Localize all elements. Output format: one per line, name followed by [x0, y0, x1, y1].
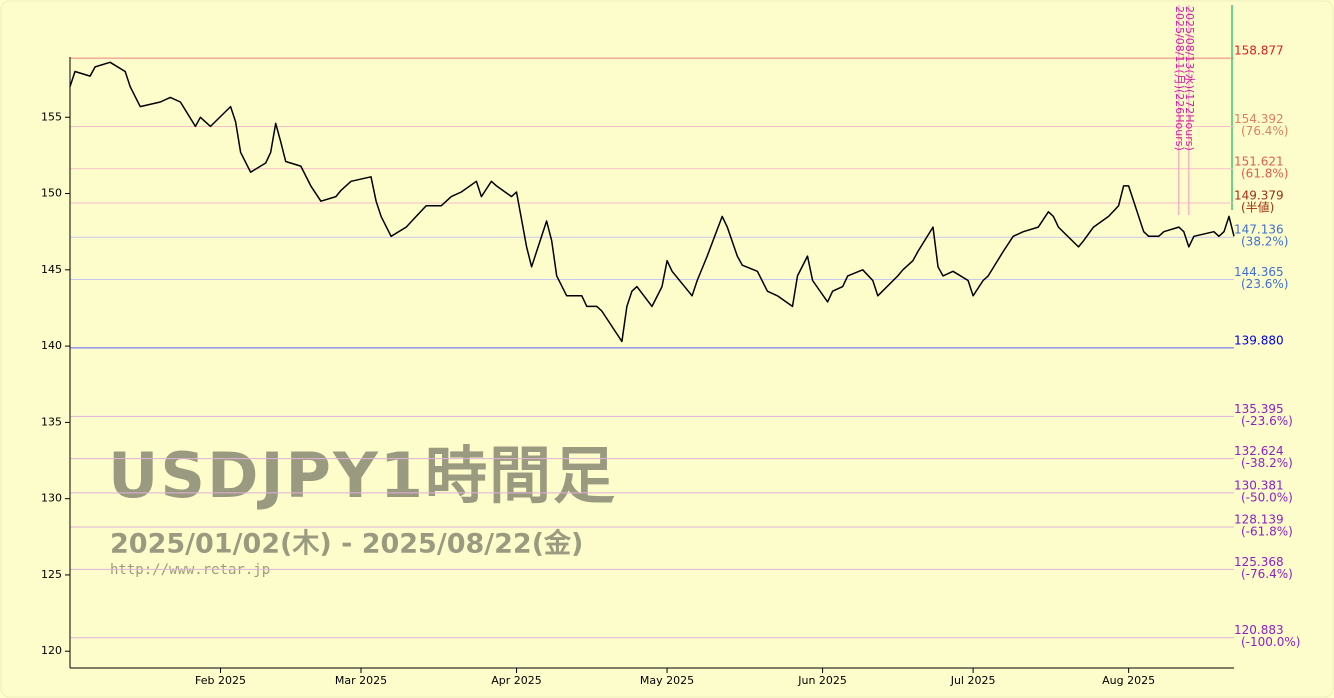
x-tick-label: Feb 2025 [195, 674, 246, 687]
level-pct: (-61.8%) [1241, 525, 1293, 539]
y-tick-label: 150 [41, 187, 62, 200]
y-tick-label: 155 [41, 110, 62, 123]
x-tick-label: Apr 2025 [491, 674, 542, 687]
level-label: 135.395 [1234, 402, 1284, 416]
level-pct: (-50.0%) [1241, 490, 1293, 504]
y-tick-label: 120 [41, 644, 62, 657]
watermark-url: http://www.retar.jp [110, 562, 270, 578]
x-tick-label: May 2025 [640, 674, 694, 687]
watermark-title: USDJPY1時間足 [108, 439, 617, 512]
level-label: 125.368 [1234, 555, 1284, 569]
level-pct: (61.8%) [1241, 166, 1288, 180]
level-pct: (-76.4%) [1241, 567, 1293, 581]
level-label: 132.624 [1234, 444, 1284, 458]
level-pct: (-23.6%) [1241, 414, 1293, 428]
level-pct: (半値) [1241, 200, 1274, 215]
level-pct: (23.6%) [1241, 277, 1288, 291]
x-tick-label: Jun 2025 [797, 674, 847, 687]
level-label: 147.136 [1234, 223, 1284, 237]
level-label: 154.392 [1234, 112, 1284, 126]
level-label: 120.883 [1234, 623, 1284, 637]
level-label: 139.880 [1234, 333, 1284, 347]
watermark-period: 2025/01/02(木) - 2025/08/22(金) [110, 528, 583, 560]
level-label: 130.381 [1234, 478, 1284, 492]
event-label: 2025/08/11(月)(226Hours) [1173, 6, 1186, 151]
x-tick-label: Jul 2025 [950, 674, 996, 687]
x-tick-label: Mar 2025 [335, 674, 387, 687]
event-label: 2025/08/13(水)(172Hours) [1183, 6, 1196, 151]
y-tick-label: 125 [41, 568, 62, 581]
level-label: 151.621 [1234, 154, 1284, 168]
y-tick-label: 140 [41, 339, 62, 352]
level-label: 149.379 [1234, 189, 1284, 203]
y-tick-label: 135 [41, 415, 62, 428]
level-pct: (-100.0%) [1241, 635, 1300, 649]
x-tick-label: Aug 2025 [1102, 674, 1155, 687]
level-label: 144.365 [1234, 265, 1284, 279]
level-pct: (76.4%) [1241, 124, 1288, 138]
watermark: USDJPY1時間足 2025/01/02(木) - 2025/08/22(金)… [108, 439, 617, 578]
level-pct: (-38.2%) [1241, 456, 1293, 470]
price-line [69, 61, 1235, 343]
level-label: 158.877 [1234, 44, 1284, 58]
y-tick-label: 130 [41, 492, 62, 505]
level-label: 128.139 [1234, 513, 1284, 527]
y-tick-label: 145 [41, 263, 62, 276]
level-pct: (38.2%) [1241, 235, 1288, 249]
